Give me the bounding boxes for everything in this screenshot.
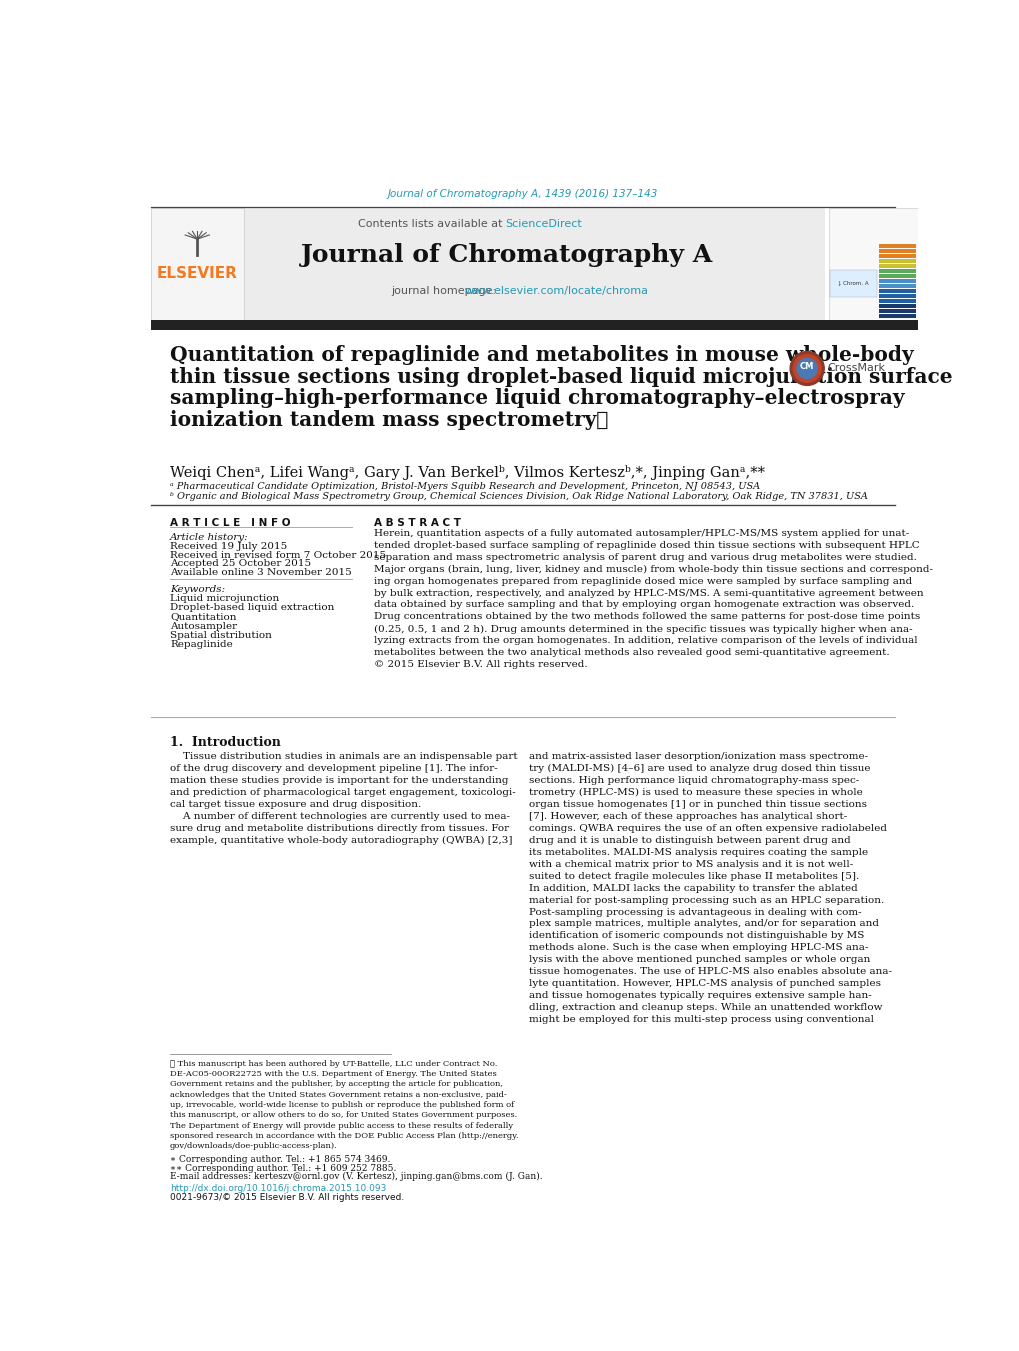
Text: E-mail addresses: kerteszv@ornl.gov (V. Kertesz), jinping.gan@bms.com (J. Gan).: E-mail addresses: kerteszv@ornl.gov (V. … — [170, 1173, 542, 1182]
Text: J. Chrom. A: J. Chrom. A — [838, 281, 868, 286]
Text: ∗∗ Corresponding author. Tel.: +1 609 252 7885.: ∗∗ Corresponding author. Tel.: +1 609 25… — [170, 1165, 396, 1173]
Bar — [878, 299, 915, 304]
Text: Available online 3 November 2015: Available online 3 November 2015 — [170, 567, 352, 577]
Text: Quantitation: Quantitation — [170, 612, 236, 621]
Bar — [878, 258, 915, 263]
Bar — [878, 274, 915, 278]
Text: sampling–high-performance liquid chromatography–electrospray: sampling–high-performance liquid chromat… — [170, 389, 904, 408]
Text: Autosampler: Autosampler — [170, 621, 237, 631]
Bar — [878, 249, 915, 254]
Text: Article history:: Article history: — [170, 534, 249, 542]
Text: ★ This manuscript has been authored by UT-Battelle, LLC under Contract No.
DE-AC: ★ This manuscript has been authored by U… — [170, 1061, 518, 1150]
Text: Quantitation of repaglinide and metabolites in mouse whole-body: Quantitation of repaglinide and metaboli… — [170, 346, 913, 365]
Text: Liquid microjunction: Liquid microjunction — [170, 594, 279, 603]
Text: ELSEVIER: ELSEVIER — [157, 266, 237, 281]
Text: CrossMark: CrossMark — [826, 363, 884, 373]
Text: http://dx.doi.org/10.1016/j.chroma.2015.10.093: http://dx.doi.org/10.1016/j.chroma.2015.… — [170, 1183, 386, 1193]
Text: Repaglinide: Repaglinide — [170, 640, 232, 650]
Text: Journal of Chromatography A: Journal of Chromatography A — [301, 243, 712, 266]
Bar — [878, 278, 915, 284]
Bar — [878, 304, 915, 308]
Circle shape — [793, 354, 820, 382]
Bar — [878, 254, 915, 258]
Text: www.elsevier.com/locate/chroma: www.elsevier.com/locate/chroma — [465, 285, 648, 296]
Bar — [878, 243, 915, 249]
Text: 1.  Introduction: 1. Introduction — [170, 736, 280, 748]
Bar — [151, 208, 824, 320]
Text: ionization tandem mass spectrometry★: ionization tandem mass spectrometry★ — [170, 411, 608, 430]
Circle shape — [790, 351, 823, 385]
Text: and matrix-assisted laser desorption/ionization mass spectrome-
try (MALDI-MS) [: and matrix-assisted laser desorption/ion… — [529, 753, 891, 1024]
Bar — [878, 313, 915, 319]
Text: ᵇ Organic and Biological Mass Spectrometry Group, Chemical Sciences Division, Oa: ᵇ Organic and Biological Mass Spectromet… — [170, 493, 867, 501]
Bar — [878, 308, 915, 313]
Text: ∗ Corresponding author. Tel.: +1 865 574 3469.: ∗ Corresponding author. Tel.: +1 865 574… — [170, 1155, 390, 1165]
Text: CM: CM — [799, 362, 813, 372]
Text: Received in revised form 7 October 2015: Received in revised form 7 October 2015 — [170, 551, 386, 559]
Text: Contents lists available at: Contents lists available at — [358, 219, 505, 228]
Text: Accepted 25 October 2015: Accepted 25 October 2015 — [170, 559, 311, 569]
Bar — [828, 208, 917, 320]
Text: Journal of Chromatography A, 1439 (2016) 137–143: Journal of Chromatography A, 1439 (2016)… — [387, 189, 657, 200]
Text: thin tissue sections using droplet-based liquid microjunction surface: thin tissue sections using droplet-based… — [170, 367, 952, 386]
Text: ᵃ Pharmaceutical Candidate Optimization, Bristol-Myers Squibb Research and Devel: ᵃ Pharmaceutical Candidate Optimization,… — [170, 482, 759, 492]
Text: A R T I C L E   I N F O: A R T I C L E I N F O — [170, 517, 290, 528]
Bar — [878, 284, 915, 288]
Bar — [151, 320, 917, 330]
Text: Droplet-based liquid extraction: Droplet-based liquid extraction — [170, 604, 334, 612]
Bar — [829, 270, 876, 297]
Text: journal homepage:: journal homepage: — [390, 285, 499, 296]
Text: ScienceDirect: ScienceDirect — [505, 219, 582, 228]
Circle shape — [796, 358, 816, 378]
Text: Weiqi Chenᵃ, Lifei Wangᵃ, Gary J. Van Berkelᵇ, Vilmos Kerteszᵇ,*, Jinping Ganᵃ,*: Weiqi Chenᵃ, Lifei Wangᵃ, Gary J. Van Be… — [170, 465, 764, 480]
Text: A B S T R A C T: A B S T R A C T — [374, 517, 461, 528]
Text: Keywords:: Keywords: — [170, 585, 225, 594]
Text: Spatial distribution: Spatial distribution — [170, 631, 272, 640]
Text: Received 19 July 2015: Received 19 July 2015 — [170, 543, 287, 551]
Bar — [878, 293, 915, 299]
Bar — [878, 269, 915, 273]
Bar — [151, 208, 244, 320]
Text: Herein, quantitation aspects of a fully automated autosampler/HPLC-MS/MS system : Herein, quantitation aspects of a fully … — [374, 528, 932, 669]
Bar — [878, 289, 915, 293]
Bar — [878, 263, 915, 269]
Text: Tissue distribution studies in animals are an indispensable part
of the drug dis: Tissue distribution studies in animals a… — [170, 753, 518, 844]
Text: 0021-9673/© 2015 Elsevier B.V. All rights reserved.: 0021-9673/© 2015 Elsevier B.V. All right… — [170, 1193, 404, 1202]
